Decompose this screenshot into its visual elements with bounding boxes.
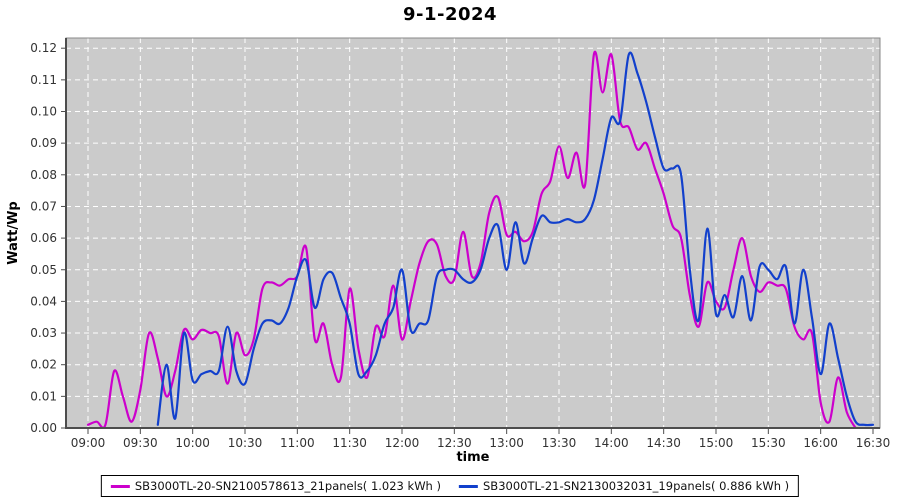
x-tick-label: 14:00 — [594, 436, 629, 450]
x-tick-label: 14:30 — [646, 436, 681, 450]
y-tick-label: 0.06 — [30, 231, 57, 245]
chart-title: 9-1-2024 — [402, 4, 498, 25]
x-tick-label: 16:30 — [856, 436, 891, 450]
legend-item-sb3000tl-21: SB3000TL-21-SN2130032031_19panels( 0.886… — [459, 479, 789, 493]
y-tick-label: 0.07 — [30, 199, 57, 213]
x-tick-label: 13:00 — [489, 436, 524, 450]
x-tick-label: 16:00 — [803, 436, 838, 450]
plot-group: 09:00 09:30 10:00 10:30 11:00 11:30 12:00 12:30… — [30, 37, 891, 450]
plot-background — [66, 38, 880, 428]
x-axis-title: time — [456, 450, 489, 465]
series-line-sb3000tl-21 — [156, 51, 875, 427]
x-tick-label: 15:30 — [751, 436, 786, 450]
legend-item-sb3000tl-20: SB3000TL-20-SN2100578613_21panels( 1.023… — [110, 479, 441, 493]
x-tick-label: 11:00 — [280, 436, 315, 450]
y-tick-label: 0.09 — [30, 136, 57, 150]
x-tick-label: 11:30 — [332, 436, 367, 450]
x-tick-label: 10:00 — [175, 436, 210, 450]
x-tick-label: 12:30 — [437, 436, 472, 450]
x-tick-label: 09:30 — [123, 436, 158, 450]
legend-swatch-sb3000tl-20 — [110, 484, 130, 488]
x-tick-label: 13:30 — [542, 436, 577, 450]
y-tick-label: 0.08 — [30, 168, 57, 182]
y-tick-label: 0.12 — [30, 41, 57, 55]
x-tick-label: 15:00 — [699, 436, 734, 450]
x-tick-label: 09:00 — [71, 436, 106, 450]
y-tick-label: 0.11 — [30, 73, 57, 87]
legend-label-sb3000tl-21: SB3000TL-21-SN2130032031_19panels( 0.886… — [483, 479, 790, 493]
legend-swatch-sb3000tl-21 — [459, 484, 478, 488]
y-tick-label: 0.02 — [30, 358, 57, 372]
y-tick-label: 0.01 — [30, 389, 57, 403]
y-tick-label: 0.03 — [30, 326, 57, 340]
y-axis-title: Watt/Wp — [6, 201, 21, 264]
series-line-sb3000tl-20 — [86, 50, 857, 427]
y-tick-label: 0.10 — [30, 105, 57, 119]
y-tick-label: 0.00 — [30, 421, 57, 435]
y-tick-label: 0.05 — [30, 263, 57, 277]
y-tick-label: 0.04 — [30, 294, 57, 308]
legend: SB3000TL-20-SN2100578613_21panels( 1.023… — [100, 475, 800, 497]
legend-label-sb3000tl-20: SB3000TL-20-SN2100578613_21panels( 1.023… — [134, 479, 441, 493]
x-tick-label: 10:30 — [228, 436, 263, 450]
x-tick-label: 12:00 — [385, 436, 420, 450]
